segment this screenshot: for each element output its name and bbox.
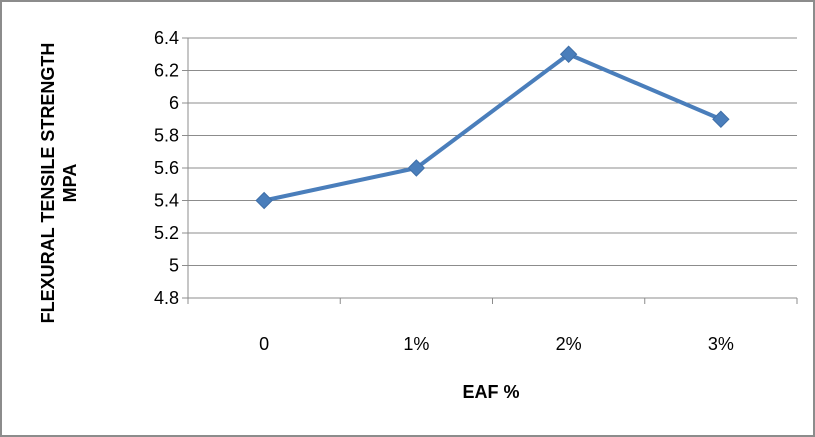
data-point-marker — [407, 159, 426, 177]
series-line — [263, 52, 722, 203]
data-point-marker — [559, 45, 578, 63]
y-axis-title-line1: FLEXURAL TENSILE STRENGTH — [38, 43, 58, 324]
y-tick-label: 6.2 — [154, 61, 179, 81]
x-tick-label: 1% — [403, 334, 429, 354]
y-tick-labels: 4.8 5 5.2 5.4 5.6 5.8 6 6.2 6.4 — [154, 28, 179, 308]
x-axis-title: EAF % — [462, 382, 519, 402]
x-tick-labels: 0 1% 2% 3% — [259, 334, 734, 354]
data-point-marker — [255, 191, 273, 210]
y-tick-label: 5.6 — [154, 158, 179, 178]
y-axis-title-line2: MPA — [60, 164, 80, 203]
y-tick-label: 5.4 — [154, 191, 179, 211]
data-point-marker — [712, 110, 730, 128]
axes — [182, 37, 798, 304]
y-tick-label: 5.2 — [154, 223, 179, 243]
y-tick-label: 6.4 — [154, 28, 179, 48]
x-tick-label: 0 — [259, 334, 269, 354]
x-tick-label: 2% — [556, 334, 582, 354]
y-tick-label: 5 — [169, 256, 179, 276]
series-layer — [255, 45, 730, 210]
y-tick-label: 4.8 — [154, 288, 179, 308]
gridlines — [188, 37, 797, 266]
y-tick-label: 5.8 — [154, 126, 179, 146]
x-tick-label: 3% — [708, 334, 734, 354]
y-tick-label: 6 — [169, 93, 179, 113]
